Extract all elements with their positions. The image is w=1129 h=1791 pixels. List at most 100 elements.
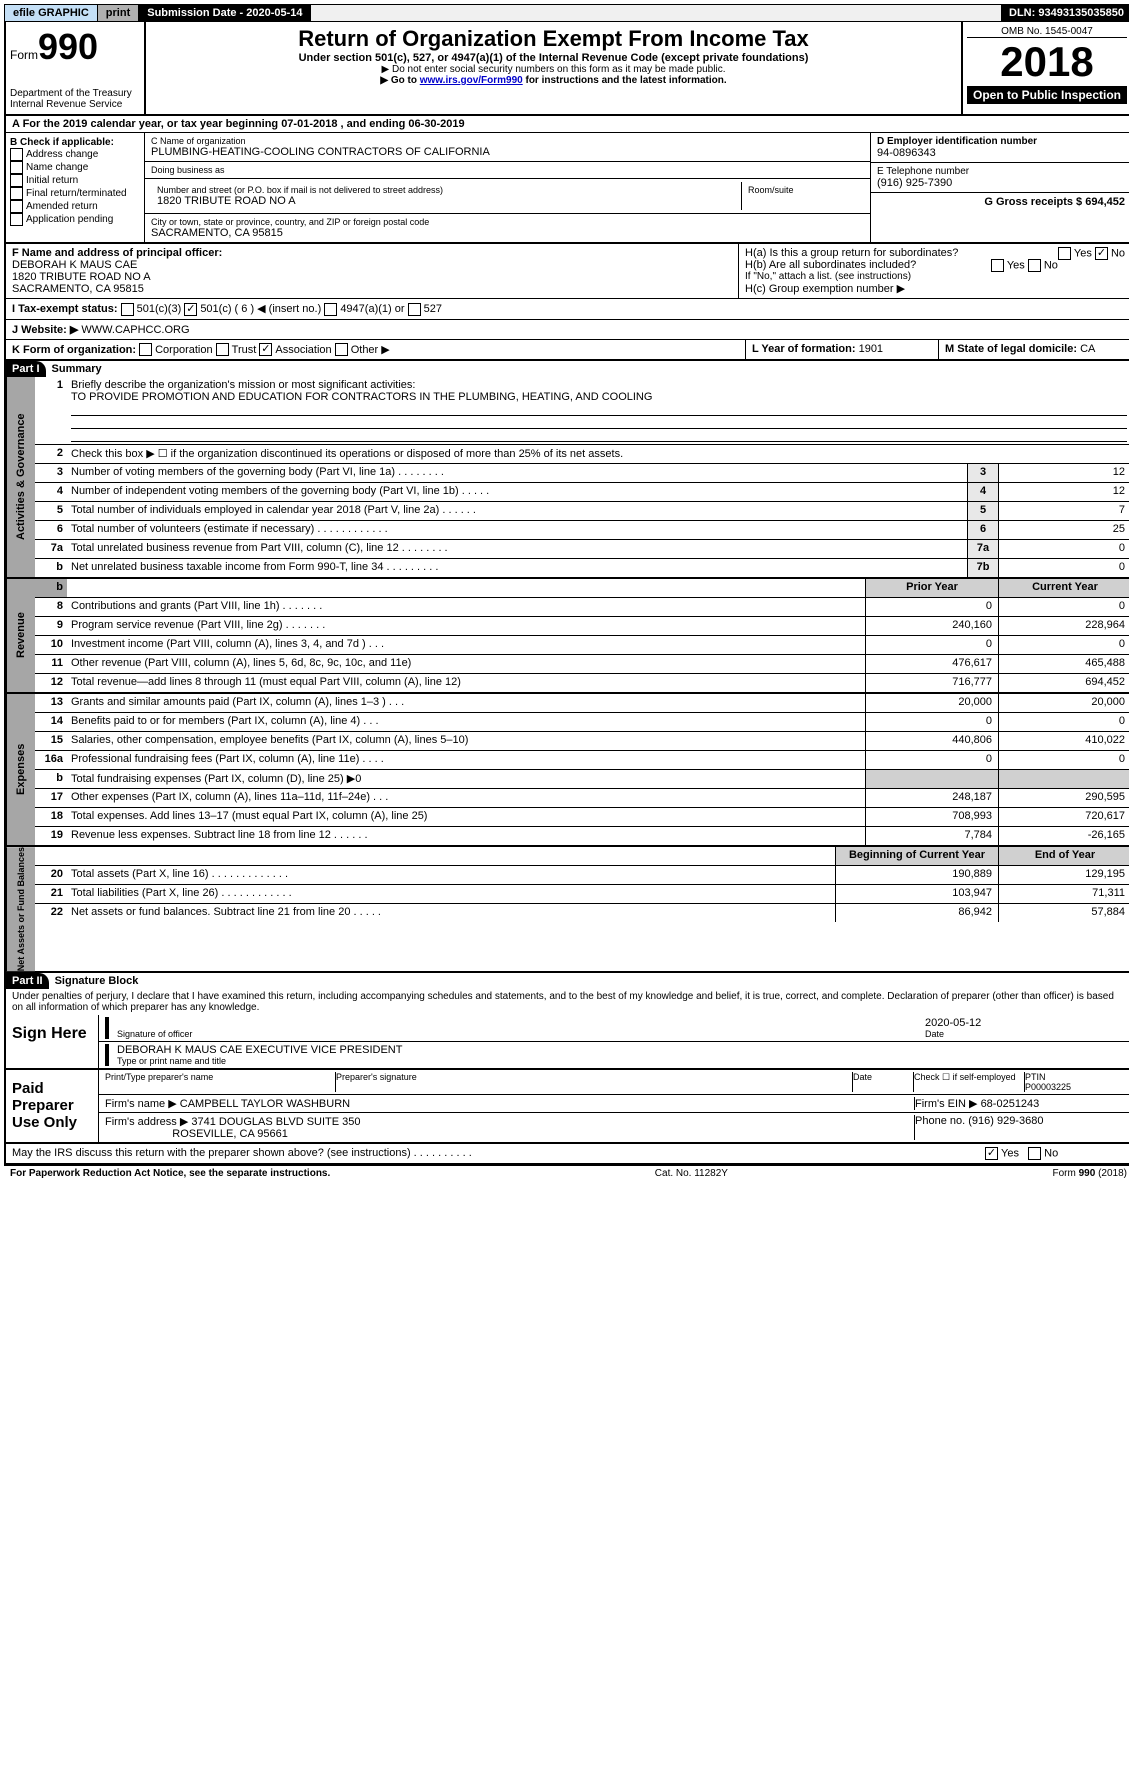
prep-name-label: Print/Type preparer's name xyxy=(105,1072,336,1092)
side-net: Net Assets or Fund Balances xyxy=(6,847,35,971)
footer-left: For Paperwork Reduction Act Notice, see … xyxy=(10,1168,330,1179)
sign-here-block: Sign Here Signature of officer 2020-05-1… xyxy=(4,1015,1129,1070)
part2-header: Part II xyxy=(6,973,49,989)
firm-phone: (916) 929-3680 xyxy=(968,1115,1043,1127)
chk-final[interactable]: Final return/terminated xyxy=(26,188,127,199)
part1-header: Part I xyxy=(6,361,46,377)
form-subtitle: Under section 501(c), 527, or 4947(a)(1)… xyxy=(150,52,957,64)
opt-527[interactable]: 527 xyxy=(424,303,442,315)
netassets-section: Net Assets or Fund Balances Beginning of… xyxy=(4,847,1129,973)
k-label: K Form of organization: xyxy=(12,344,136,356)
prep-date-label: Date xyxy=(853,1072,914,1092)
opt-4947[interactable]: 4947(a)(1) or xyxy=(340,303,404,315)
org-name: PLUMBING-HEATING-COOLING CONTRACTORS OF … xyxy=(151,146,864,158)
dept-treasury: Department of the Treasury Internal Reve… xyxy=(10,88,140,110)
hc-label: H(c) Group exemption number ▶ xyxy=(745,282,1125,295)
website-label: J Website: ▶ xyxy=(12,324,78,336)
part1-title: Summary xyxy=(46,361,108,377)
opt-501c3[interactable]: 501(c)(3) xyxy=(137,303,182,315)
l2-check: Check this box ▶ ☐ if the organization d… xyxy=(67,445,1129,463)
ptin-value: P00003225 xyxy=(1025,1082,1071,1092)
tax-status-label: I Tax-exempt status: xyxy=(12,303,118,315)
hb-note: If "No," attach a list. (see instruction… xyxy=(745,271,1125,282)
firm-addr2: ROSEVILLE, CA 95661 xyxy=(172,1128,288,1140)
chk-name[interactable]: Name change xyxy=(26,162,88,173)
room-label: Room/suite xyxy=(748,185,858,195)
form-header: Form990 Department of the Treasury Inter… xyxy=(4,22,1129,116)
side-expenses: Expenses xyxy=(6,694,35,845)
sig-officer-label: Signature of officer xyxy=(117,1029,925,1039)
k-assoc[interactable]: Association xyxy=(275,344,331,356)
chk-initial[interactable]: Initial return xyxy=(26,175,78,186)
k-trust[interactable]: Trust xyxy=(232,344,257,356)
chk-pending[interactable]: Application pending xyxy=(26,214,113,225)
col-b-header: B Check if applicable: xyxy=(10,137,140,148)
note-link: ▶ Go to www.irs.gov/Form990 for instruct… xyxy=(150,75,957,86)
firm-addr1: 3741 DOUGLAS BLVD SUITE 350 xyxy=(191,1116,360,1128)
ptin-label: PTIN xyxy=(1025,1072,1046,1082)
name-title-label: Type or print name and title xyxy=(117,1056,1125,1066)
ein-value: 94-0896343 xyxy=(877,147,1125,159)
paid-preparer-label: Paid Preparer Use Only xyxy=(6,1070,99,1142)
phone-value: (916) 925-7390 xyxy=(877,177,1125,189)
irs-link[interactable]: www.irs.gov/Form990 xyxy=(420,75,523,86)
form-number: 990 xyxy=(38,26,98,67)
self-employed-check[interactable]: Check ☐ if self-employed xyxy=(914,1072,1025,1092)
officer-name: DEBORAH K MAUS CAE xyxy=(12,259,732,271)
hdr-end: End of Year xyxy=(998,847,1129,865)
sig-date-label: Date xyxy=(925,1029,1125,1039)
row-f-h: F Name and address of principal officer:… xyxy=(4,244,1129,299)
submission-date: Submission Date - 2020-05-14 xyxy=(139,5,310,21)
dln-label: DLN: 93493135035850 xyxy=(1001,5,1129,21)
tax-year: 2018 xyxy=(967,38,1127,86)
street-address: 1820 TRIBUTE ROAD NO A xyxy=(157,195,735,207)
k-corp[interactable]: Corporation xyxy=(155,344,212,356)
sig-date: 2020-05-12 xyxy=(925,1017,1125,1029)
omb-number: OMB No. 1545-0047 xyxy=(967,26,1127,38)
dba-label: Doing business as xyxy=(151,165,864,175)
footer-right: Form 990 (2018) xyxy=(1053,1168,1127,1179)
chk-address[interactable]: Address change xyxy=(26,149,98,160)
opt-501c[interactable]: 501(c) ( 6 ) ◀ (insert no.) xyxy=(200,303,321,315)
top-bar: efile GRAPHIC print Submission Date - 20… xyxy=(4,4,1129,22)
firm-name-label: Firm's name ▶ xyxy=(105,1098,177,1110)
part2-title: Signature Block xyxy=(49,973,145,989)
prep-sig-label: Preparer's signature xyxy=(336,1072,853,1092)
firm-name: CAMPBELL TAYLOR WASHBURN xyxy=(180,1098,350,1110)
declaration-text: Under penalties of perjury, I declare th… xyxy=(4,989,1129,1015)
city-state-zip: SACRAMENTO, CA 95815 xyxy=(151,227,864,239)
website-value: WWW.CAPHCC.ORG xyxy=(81,324,189,336)
m-label: M State of legal domicile: xyxy=(945,343,1077,355)
l-label: L Year of formation: xyxy=(752,343,856,355)
print-button[interactable]: print xyxy=(98,5,139,21)
m-value: CA xyxy=(1080,343,1095,355)
ha-label: H(a) Is this a group return for subordin… xyxy=(745,247,958,259)
officer-label: F Name and address of principal officer: xyxy=(12,247,732,259)
gross-receipts: G Gross receipts $ 694,452 xyxy=(984,196,1125,208)
firm-addr-label: Firm's address ▶ xyxy=(105,1116,188,1128)
discuss-question: May the IRS discuss this return with the… xyxy=(6,1144,979,1163)
side-governance: Activities & Governance xyxy=(6,377,35,577)
l1-value: TO PROVIDE PROMOTION AND EDUCATION FOR C… xyxy=(71,391,652,403)
col-b-checks: B Check if applicable: Address change Na… xyxy=(6,133,145,242)
expenses-section: Expenses 13Grants and similar amounts pa… xyxy=(4,694,1129,847)
governance-section: Activities & Governance 1Briefly describ… xyxy=(4,377,1129,579)
form-title: Return of Organization Exempt From Incom… xyxy=(150,26,957,52)
phone-label: E Telephone number xyxy=(877,166,1125,177)
sign-here-label: Sign Here xyxy=(6,1015,99,1068)
note-ssn: ▶ Do not enter social security numbers o… xyxy=(150,64,957,75)
city-label: City or town, state or province, country… xyxy=(151,217,864,227)
side-revenue: Revenue xyxy=(6,579,35,692)
l-value: 1901 xyxy=(859,343,883,355)
firm-phone-label: Phone no. xyxy=(915,1115,965,1127)
open-public-badge: Open to Public Inspection xyxy=(967,86,1127,104)
name-label: C Name of organization xyxy=(151,136,864,146)
officer-name-title: DEBORAH K MAUS CAE EXECUTIVE VICE PRESID… xyxy=(117,1044,1125,1056)
chk-amended[interactable]: Amended return xyxy=(26,201,98,212)
ein-label: D Employer identification number xyxy=(877,136,1125,147)
k-other[interactable]: Other ▶ xyxy=(351,344,390,356)
efile-button[interactable]: efile GRAPHIC xyxy=(5,5,98,21)
revenue-section: Revenue bPrior YearCurrent Year 8Contrib… xyxy=(4,579,1129,694)
row-a-period: A For the 2019 calendar year, or tax yea… xyxy=(4,116,1129,133)
addr-label: Number and street (or P.O. box if mail i… xyxy=(157,185,735,195)
